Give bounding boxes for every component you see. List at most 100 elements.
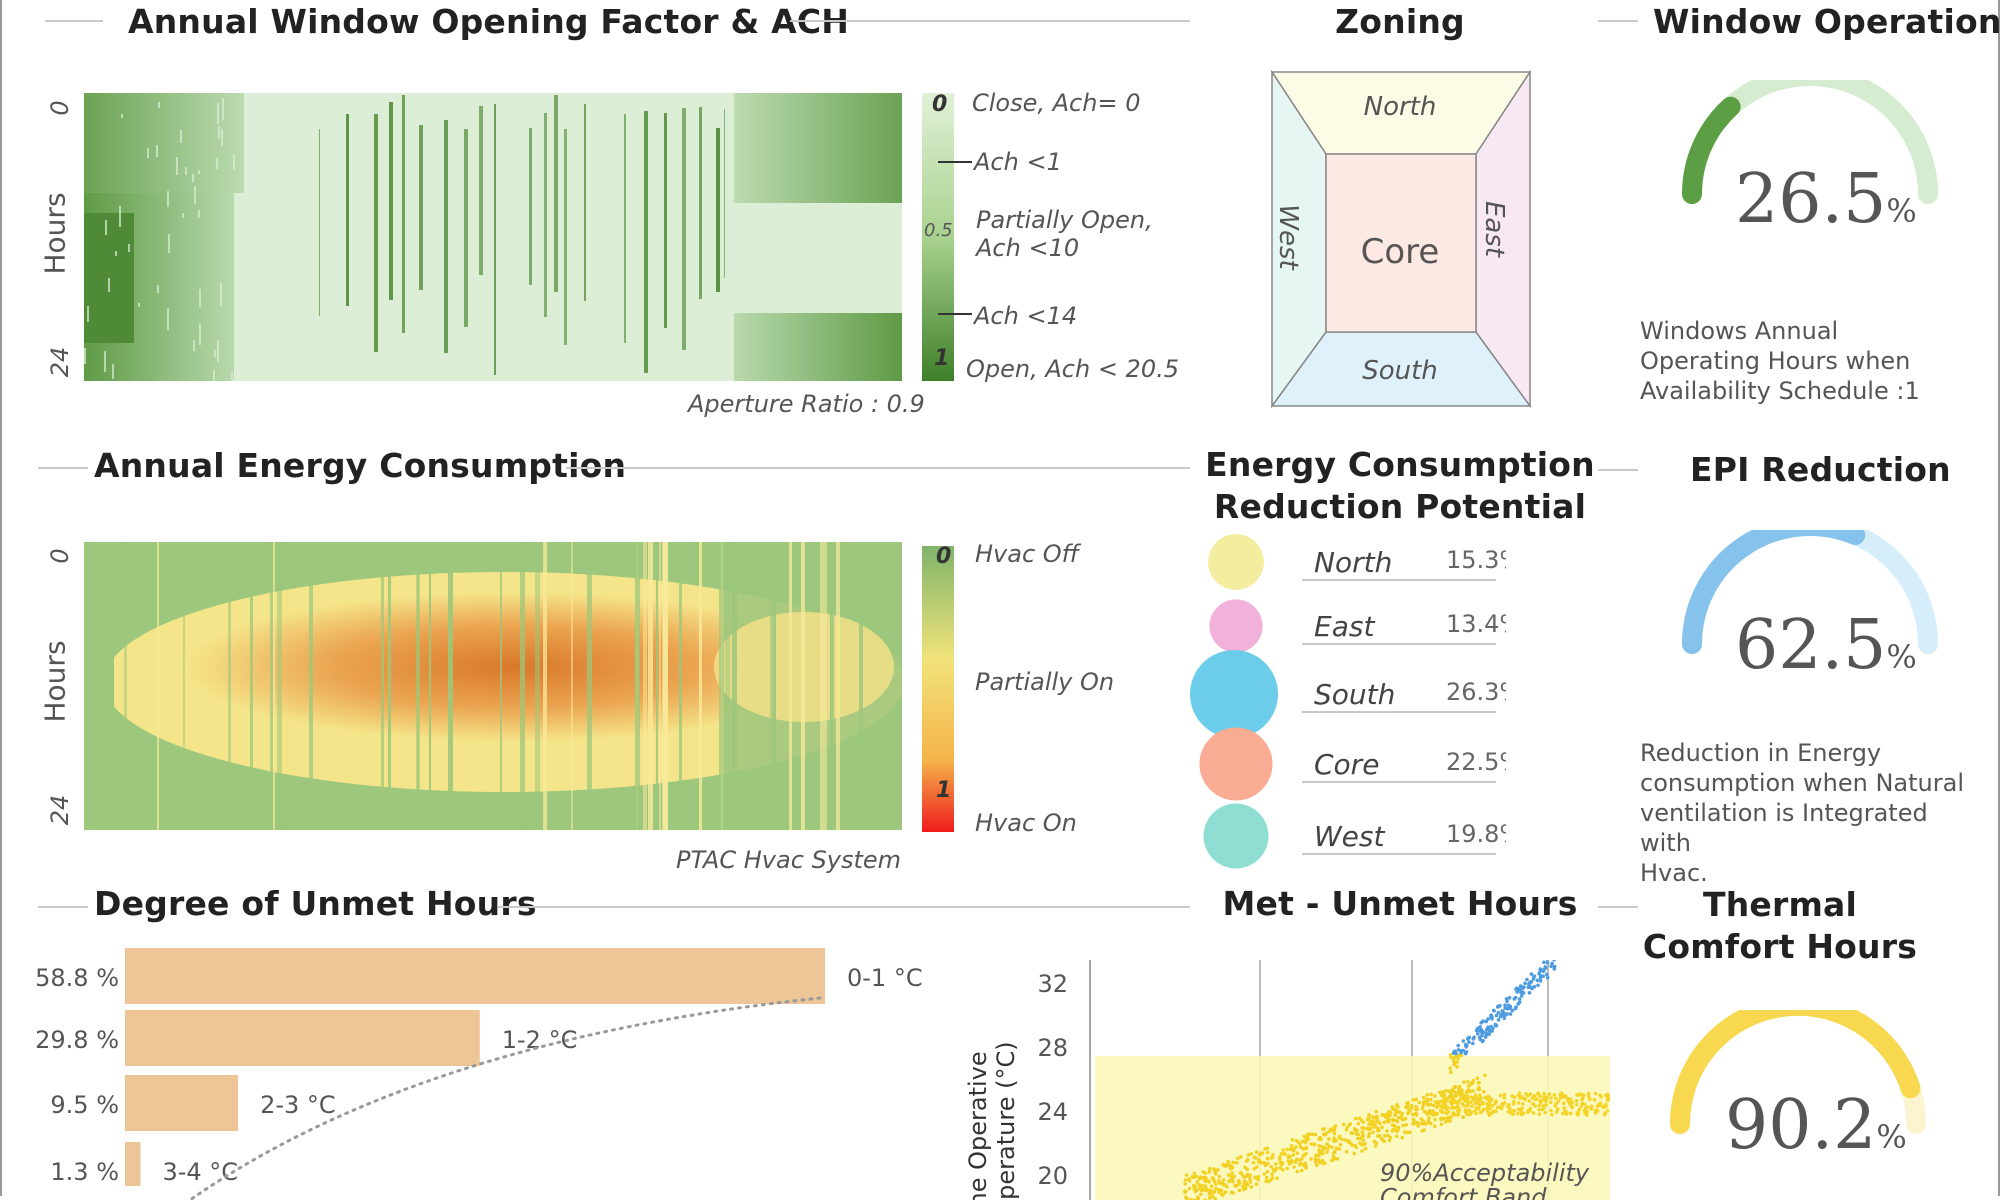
scatter-point	[1552, 1093, 1557, 1097]
heatmap-stripe	[789, 542, 792, 830]
scatter-point	[1292, 1165, 1296, 1169]
scatter-point	[1496, 1018, 1501, 1022]
scatter-point	[1198, 1175, 1203, 1179]
scatter-point	[1287, 1162, 1292, 1166]
scatter-point	[1523, 981, 1527, 986]
scatter-point	[1361, 1138, 1366, 1143]
scatter-ylabel: Zone Operative	[964, 1051, 992, 1200]
scatter-point	[1323, 1145, 1327, 1150]
scatter-point	[1526, 1110, 1530, 1115]
scatter-point	[1455, 1105, 1460, 1109]
comfort-band-label: 90%Acceptability	[1380, 1159, 1590, 1187]
scatter-point	[1240, 1173, 1245, 1177]
scatter-point	[1605, 1098, 1610, 1103]
scatter-point	[1235, 1160, 1239, 1165]
scatter-point	[1529, 972, 1534, 976]
scatter-point	[1318, 1136, 1322, 1140]
bubble-value-label: 15.3%	[1446, 546, 1506, 574]
scatter-point	[1476, 1081, 1481, 1085]
energy-legend-on: Hvac On	[975, 809, 1077, 837]
scatter-point	[1461, 1115, 1465, 1119]
heatmap-edge	[84, 542, 114, 830]
scatter-point	[1207, 1167, 1212, 1171]
scatter-point	[1360, 1125, 1364, 1130]
comfort-band	[1095, 1056, 1610, 1200]
scatter-point	[1382, 1139, 1387, 1144]
scatter-point	[1270, 1172, 1274, 1176]
scatter-point	[1291, 1153, 1296, 1157]
scatter-point	[1216, 1168, 1220, 1172]
scatter-point	[1439, 1122, 1444, 1127]
scatter-point	[1340, 1137, 1344, 1142]
scatter-point	[1265, 1169, 1270, 1174]
scatter-point	[1394, 1134, 1399, 1139]
scatter-point	[1558, 1092, 1562, 1097]
scatter-point	[1205, 1178, 1210, 1183]
scatter-point	[1462, 1093, 1467, 1098]
scatter-point	[1452, 1100, 1457, 1104]
scatter-point	[1295, 1157, 1299, 1162]
scatter-point	[1363, 1142, 1367, 1146]
scatter-point	[1451, 1056, 1456, 1061]
heatmap-stripe	[270, 542, 273, 830]
scatter-point	[1388, 1110, 1393, 1115]
unmet-bar-category-label: 0-1 °C	[847, 964, 923, 992]
scatter-point	[1438, 1090, 1442, 1095]
scatter-point	[1353, 1143, 1357, 1148]
heatmap-speck	[222, 98, 224, 120]
unmet-bar-value-label: 58.8 %	[35, 964, 119, 992]
scatter-point	[1414, 1105, 1418, 1109]
scatter-point	[1192, 1171, 1197, 1176]
bubble-zone-label: Core	[1314, 748, 1379, 781]
scatter-point	[1225, 1184, 1229, 1189]
scatter-point	[1386, 1117, 1391, 1122]
scatter-point	[1232, 1174, 1236, 1179]
unmet-bar	[125, 948, 825, 1004]
scatter-point	[1425, 1098, 1430, 1103]
scatter-point	[1425, 1112, 1430, 1116]
scatter-point	[1480, 1039, 1485, 1043]
heatmap-speck	[156, 145, 158, 157]
heatmap-winter-block	[84, 93, 244, 193]
scatter-point	[1427, 1115, 1431, 1120]
bubble-north	[1208, 534, 1264, 590]
heatmap-stripe	[479, 106, 483, 275]
scatter-point	[1426, 1118, 1431, 1123]
scatter-point	[1221, 1178, 1226, 1182]
scatter-point	[1604, 1104, 1608, 1109]
heatmap-stripe	[544, 113, 547, 317]
heatmap-stripe	[770, 542, 774, 830]
scatter-point	[1183, 1190, 1187, 1195]
heatmap-stripe	[719, 542, 724, 830]
scatter-point	[1184, 1195, 1188, 1199]
scatter-point	[1462, 1080, 1466, 1084]
scatter-point	[1403, 1116, 1408, 1121]
scatter-point	[1376, 1134, 1380, 1138]
scatter-point	[1528, 1092, 1533, 1096]
window-scale-0: 0	[932, 92, 948, 117]
window-operation-gauge	[1682, 80, 1938, 204]
scatter-point	[1290, 1138, 1295, 1142]
scatter-point	[1510, 1094, 1514, 1098]
scatter-point	[1493, 1101, 1498, 1106]
heatmap-stripe	[724, 109, 725, 278]
heatmap-stripe	[448, 542, 453, 830]
scatter-point	[1282, 1152, 1287, 1156]
scatter-point	[1486, 1017, 1490, 1021]
scatter-point	[1231, 1160, 1235, 1165]
scatter-point	[1265, 1179, 1269, 1183]
window-legend-open: Open, Ach < 20.5	[966, 355, 1179, 383]
scatter-point	[1563, 1109, 1567, 1114]
scatter-point	[1539, 1099, 1544, 1103]
scatter-point	[1417, 1100, 1422, 1105]
scatter-point	[1385, 1129, 1389, 1133]
scatter-point	[1543, 966, 1548, 970]
scatter-point	[1359, 1118, 1364, 1122]
scatter-point	[1271, 1168, 1276, 1172]
scatter-point	[1338, 1142, 1343, 1147]
scatter-point	[1278, 1157, 1282, 1162]
window-scale-1: 1	[934, 346, 950, 371]
scatter-point	[1484, 1019, 1488, 1024]
scatter-point	[1312, 1143, 1317, 1147]
